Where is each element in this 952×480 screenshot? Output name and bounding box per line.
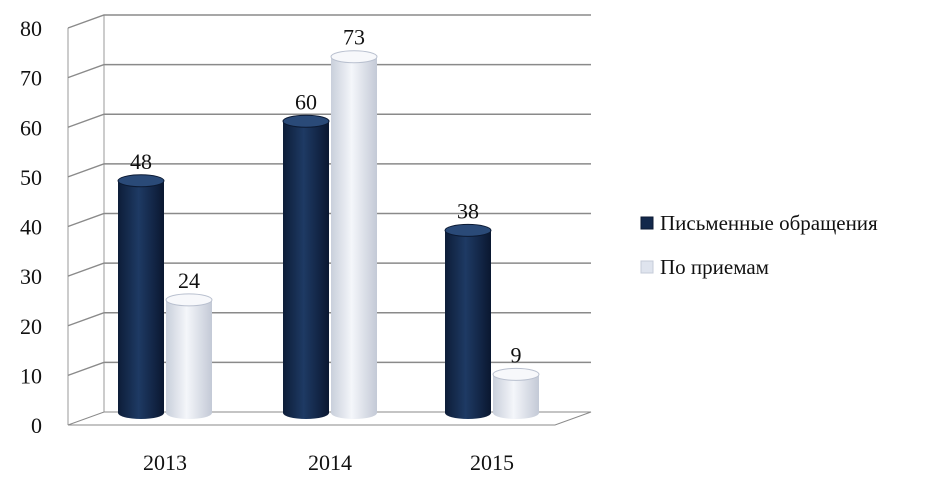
- bar-2013-priemy: [165, 293, 213, 419]
- x-tick-label: 2015: [470, 450, 514, 475]
- bar-top-cap: [165, 293, 213, 307]
- y-tick-label: 0: [31, 413, 42, 438]
- bar-body: [493, 374, 539, 419]
- data-label: 73: [343, 25, 365, 50]
- gridline: [67, 212, 591, 228]
- bar-body: [118, 180, 164, 419]
- data-label: 60: [295, 89, 317, 114]
- y-tick-label: 50: [20, 165, 42, 190]
- legend: Письменные обращения По приемам: [640, 211, 878, 279]
- legend-label: По приемам: [660, 255, 769, 279]
- bar-2013-pismennye: [117, 174, 165, 419]
- bar-body: [331, 56, 377, 419]
- gridline: [67, 262, 591, 277]
- bar-top-cap: [117, 174, 165, 188]
- bar-top-cap: [330, 50, 378, 64]
- data-label: 48: [130, 149, 152, 174]
- y-tick-label: 60: [20, 115, 42, 140]
- bar-body: [283, 121, 329, 419]
- y-tick-label: 80: [20, 16, 42, 41]
- bar-top-cap: [492, 367, 540, 381]
- bar-2014-pismennye: [282, 114, 330, 419]
- bar-2015-pismennye: [444, 223, 492, 419]
- legend-item: Письменные обращения: [640, 211, 878, 235]
- legend-swatch: [640, 260, 654, 274]
- y-tick-label: 10: [20, 363, 42, 388]
- y-tick-label: 20: [20, 314, 42, 339]
- gridline: [67, 361, 591, 377]
- legend-item: По приемам: [640, 255, 769, 279]
- x-tick-label: 2013: [143, 450, 187, 475]
- labels: 0 10 20 30 40 50 60 70 80 48 24 2013 60 73 2014 38 9 2015: [20, 16, 522, 475]
- data-label: 9: [511, 342, 522, 367]
- bars: [117, 50, 540, 419]
- data-label: 38: [457, 198, 479, 223]
- y-tick-label: 70: [20, 66, 42, 91]
- bar-body: [166, 299, 212, 419]
- bar-top-cap: [444, 223, 492, 237]
- gridline: [67, 113, 591, 128]
- bar-2014-priemy: [330, 50, 378, 419]
- gridline: [67, 14, 591, 29]
- gridline: [67, 163, 591, 178]
- data-label: 24: [178, 268, 200, 293]
- y-tick-label: 30: [20, 264, 42, 289]
- gridline: [67, 312, 591, 327]
- gridline: [67, 63, 591, 79]
- bar-2015-priemy: [492, 367, 540, 419]
- bar-top-cap: [282, 114, 330, 128]
- bar-body: [445, 230, 491, 419]
- x-tick-label: 2014: [308, 450, 352, 475]
- y-tick-label: 40: [20, 215, 42, 240]
- legend-swatch: [640, 216, 654, 230]
- legend-label: Письменные обращения: [660, 211, 878, 235]
